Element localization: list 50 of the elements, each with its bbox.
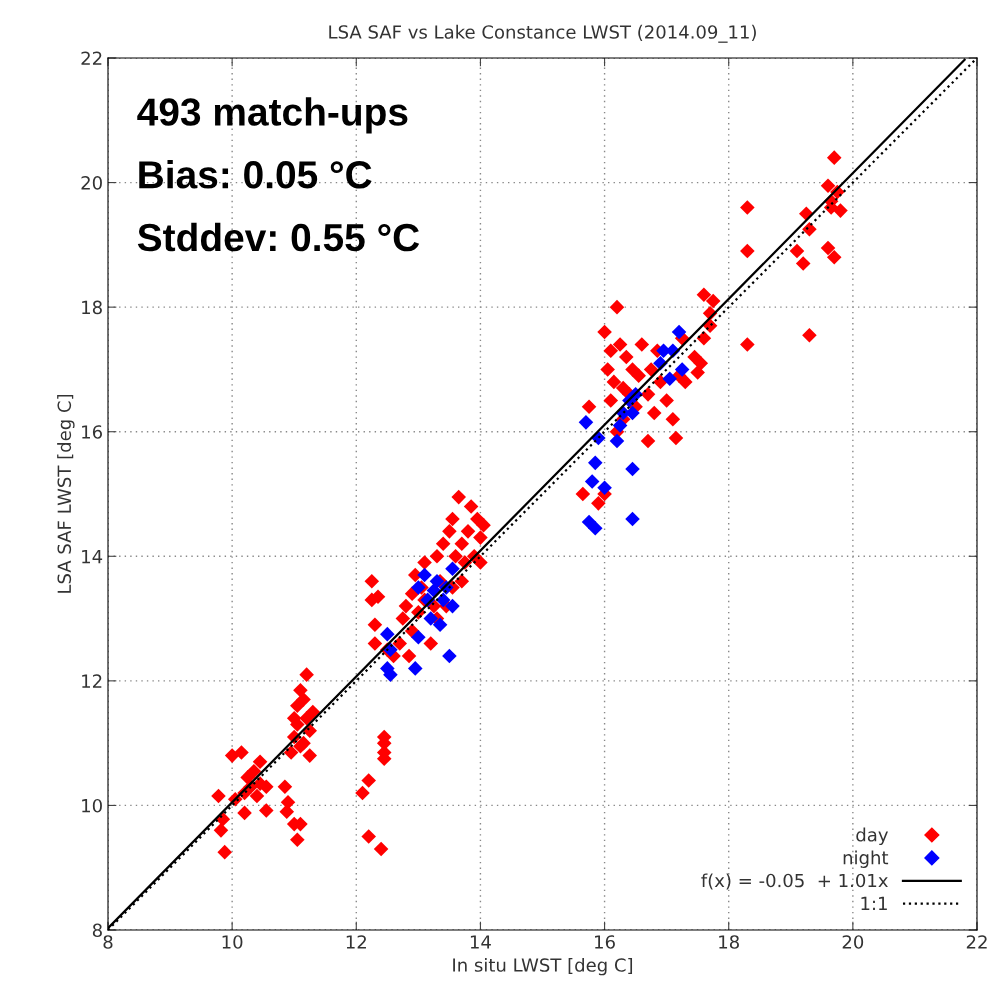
point [625,405,640,421]
x-tick-label: 22 [966,935,987,949]
annotation: 493 match-ups [137,97,408,134]
legend-label: f(x) = -0.05 + 1.01x [701,873,888,890]
x-tick-label: 10 [222,935,243,949]
y-tick-label: 8 [92,923,102,938]
point [597,480,612,496]
x-tick-label: 12 [346,935,366,949]
point [587,520,603,536]
point [662,371,678,387]
x-tick-label: 16 [595,935,615,949]
y-tick-label: 18 [82,300,102,315]
legend-label: night [843,850,889,868]
point [442,648,457,664]
point [612,418,628,433]
y-axis-title: LSA SAF LWST [deg C] [57,394,75,593]
point [587,455,603,471]
point [674,362,690,377]
x-tick-label: 20 [842,935,864,949]
annotation: Stddev: 0.55 °C [137,222,420,252]
legend-label: 1:1 [861,896,887,910]
point [625,511,640,527]
chart-title: LSA SAF vs Lake Constance LWST (2014.09_11) [329,24,756,43]
y-tick-label: 16 [82,425,102,439]
point [578,415,594,430]
point [625,461,640,477]
point [445,561,460,577]
point [432,617,448,633]
x-tick-label: 8 [103,935,113,949]
point [435,592,451,608]
y-tick-label: 10 [82,798,102,813]
y-tick-label: 12 [82,674,102,688]
legend-label: day [856,827,888,846]
x-tick-label: 18 [719,935,739,949]
y-tick-label: 14 [82,549,103,564]
point [423,611,439,626]
y-tick-label: 20 [81,176,102,190]
point [445,598,460,614]
x-axis-title: In situ LWST [deg C] [453,957,633,976]
point [417,567,432,583]
point [656,343,671,359]
point [671,324,687,340]
annotation: Bias: 0.05 °C [139,160,372,189]
y-tick-label: 22 [81,51,102,65]
point [407,661,423,676]
point [609,433,625,449]
point [411,629,426,645]
x-tick-label: 14 [470,935,491,949]
point [584,474,600,489]
point [380,626,395,642]
